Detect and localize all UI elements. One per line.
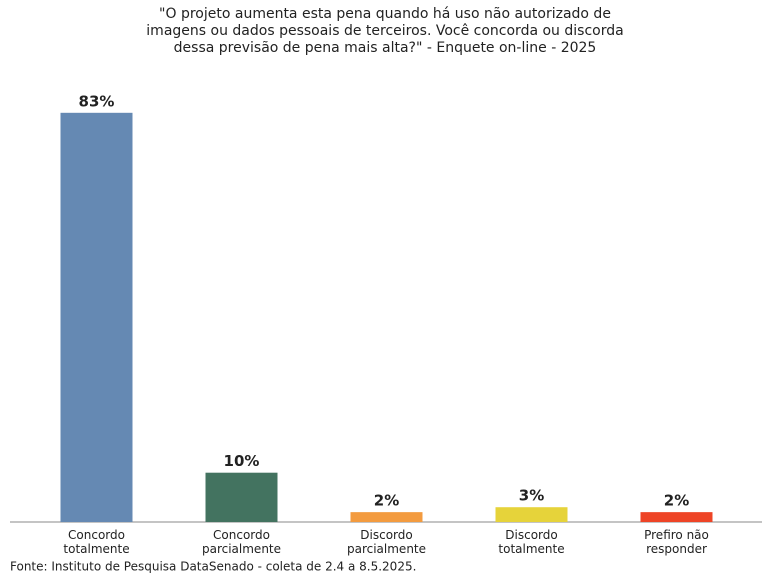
x-tick-label: Prefiro não responder xyxy=(644,528,709,556)
x-tick-label: Discordo parcialmente xyxy=(346,528,427,556)
source: Fonte: Instituto de Pesquisa DataSenado … xyxy=(10,560,416,574)
chart-title: dessa previsão de pena mais alta?" - Enq… xyxy=(174,40,597,56)
value-label: 83% xyxy=(79,92,115,110)
chart-title: "O projeto aumenta esta pena quando há u… xyxy=(159,6,611,22)
x-tick-label: Concordo totalmente xyxy=(63,528,130,556)
bar xyxy=(640,512,713,522)
value-label: 10% xyxy=(224,452,260,470)
x-tick-label: Concordo parcialmente xyxy=(201,528,282,556)
value-label: 3% xyxy=(519,487,544,505)
x-tick-label: Discordo totalmente xyxy=(498,528,565,556)
bar xyxy=(60,112,133,522)
chart-title: imagens ou dados pessoais de terceiros. … xyxy=(146,23,623,39)
bar xyxy=(350,512,423,522)
bar xyxy=(495,507,568,522)
value-label: 2% xyxy=(374,492,399,510)
bar xyxy=(205,472,278,522)
value-label: 2% xyxy=(664,492,689,510)
